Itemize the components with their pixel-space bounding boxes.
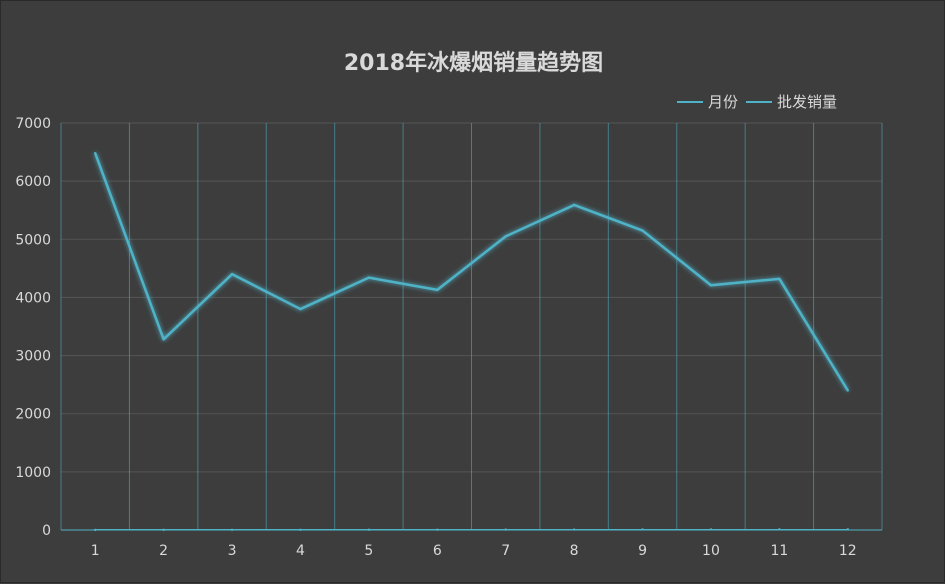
data-point-0 [162,528,165,532]
data-point-0 [367,528,371,531]
y-tick-label: 4000 [15,290,51,306]
data-point-0 [846,528,849,531]
data-point-0 [572,528,576,531]
data-point-0 [641,528,644,531]
data-point-1 [367,276,371,279]
data-point-0 [778,528,781,531]
data-point-1 [778,277,781,281]
x-tick-label: 4 [296,543,305,559]
y-tick-label: 1000 [15,465,51,481]
y-tick-label: 7000 [15,116,51,132]
data-point-1 [504,235,507,238]
data-point-0 [709,528,713,531]
x-tick-label: 12 [839,543,857,559]
x-tick-label: 10 [702,543,720,559]
legend-item-1[interactable]: 批发销量 [746,91,837,112]
data-point-0 [230,528,234,532]
data-point-1 [436,288,439,292]
x-tick-label: 1 [91,543,100,559]
data-point-1 [94,152,97,155]
data-point-1 [709,284,713,287]
legend-item-0[interactable]: 月份 [677,91,738,112]
y-tick-label: 5000 [15,232,51,248]
x-tick-label: 11 [770,543,788,559]
data-point-1 [230,272,234,276]
x-tick-label: 5 [364,543,373,559]
chart-title: 2018年冰爆烟销量趋势图 [343,51,604,76]
y-tick-label: 0 [42,523,51,539]
legend: 月份 批发销量 [677,91,837,112]
x-tick-label: 3 [228,543,237,559]
series-line-0 [95,528,848,532]
y-tick-label: 3000 [15,349,51,365]
data-point-0 [94,528,97,532]
x-tick-label: 2 [159,543,168,559]
data-point-1 [299,307,302,311]
data-point-0 [299,528,302,531]
data-point-1 [572,203,576,207]
y-tick-label: 6000 [15,174,51,190]
x-tick-label: 9 [638,543,647,559]
legend-swatch-1 [746,100,773,103]
legend-label-1: 批发销量 [777,93,838,111]
legend-label-0: 月份 [708,93,739,111]
x-tick-label: 8 [570,543,579,559]
series-line-1 [94,152,849,392]
data-point-1 [162,338,165,341]
data-point-0 [436,528,439,531]
data-point-1 [846,389,849,392]
y-tick-label: 2000 [15,407,51,423]
data-point-1 [641,229,644,232]
x-tick-label: 7 [501,543,510,559]
x-tick-label: 6 [433,543,442,559]
legend-swatch-0 [677,100,703,103]
data-point-0 [504,528,507,531]
